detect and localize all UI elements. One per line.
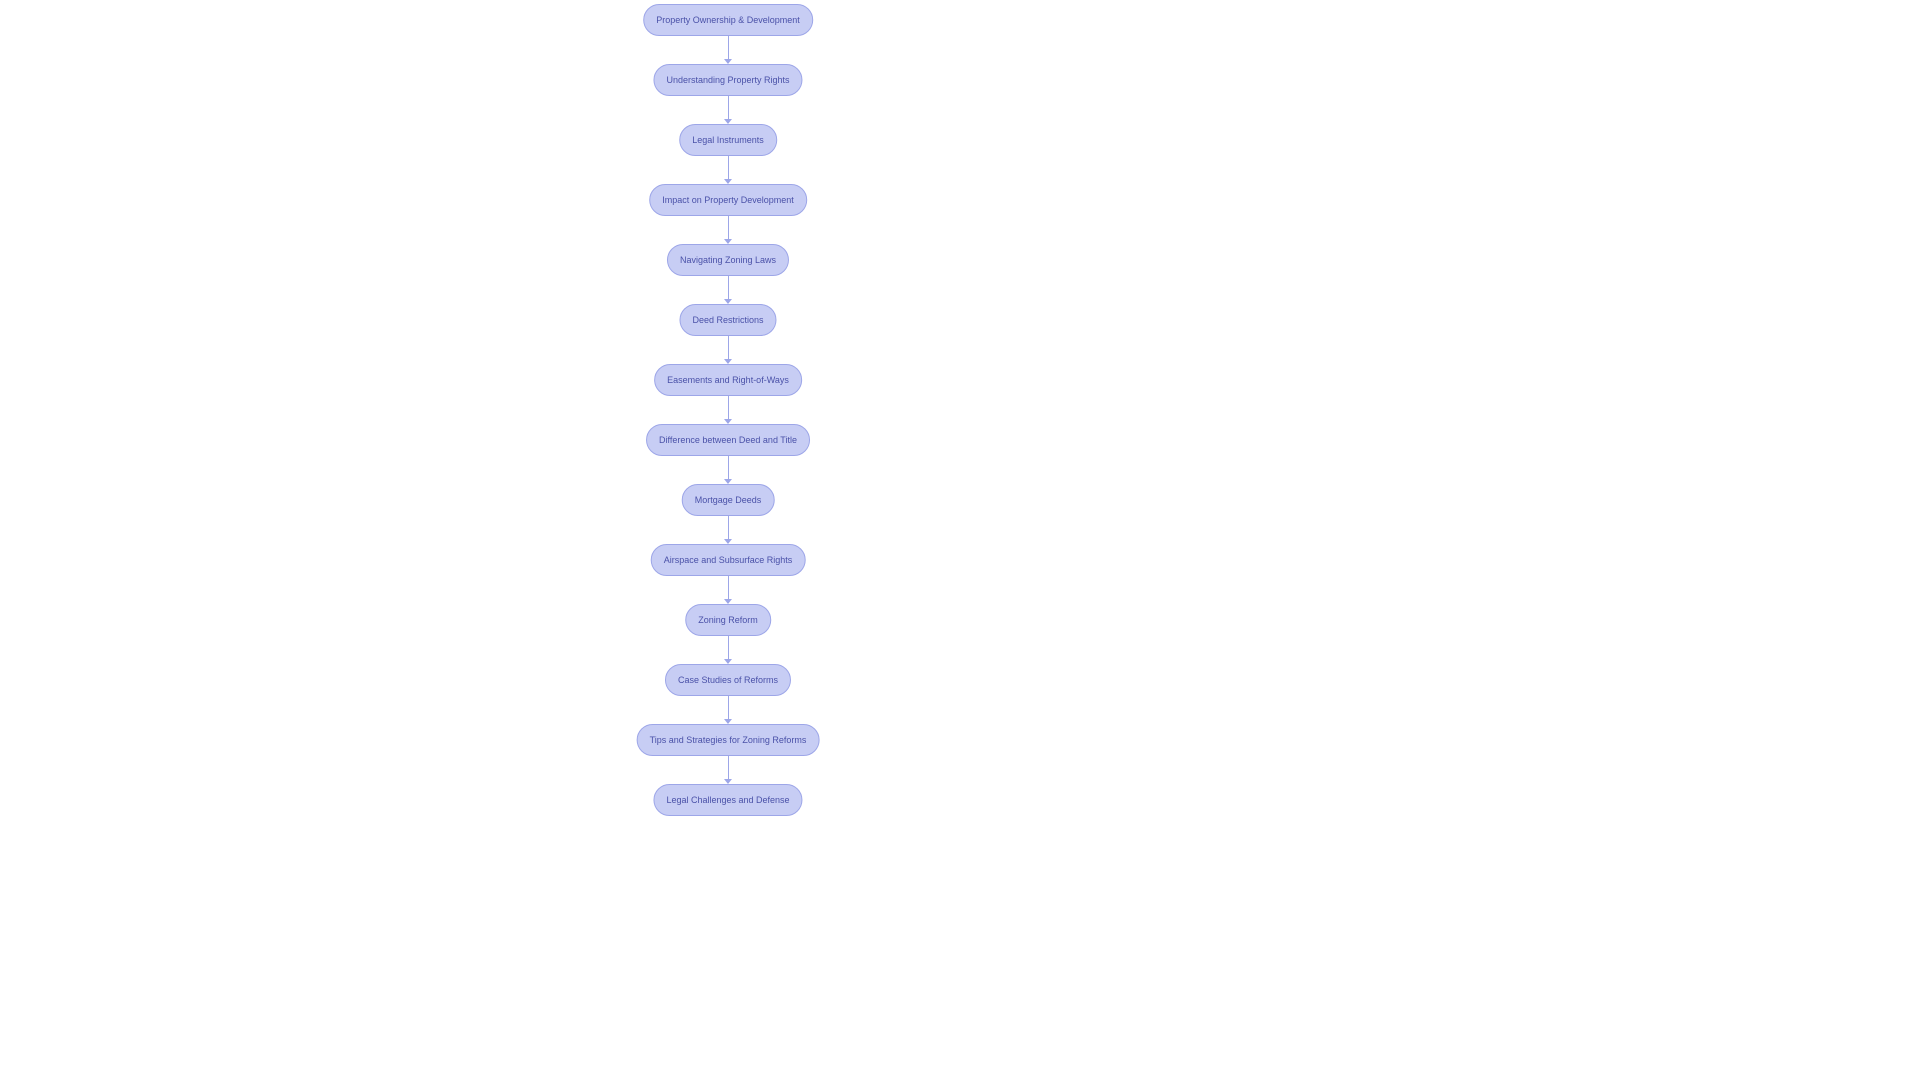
flowchart-edge — [724, 696, 732, 724]
flowchart-node: Case Studies of Reforms — [665, 664, 791, 696]
flowchart-node: Navigating Zoning Laws — [667, 244, 789, 276]
flowchart-node: Legal Challenges and Defense — [653, 784, 802, 816]
edge-line — [728, 96, 729, 119]
node-label: Tips and Strategies for Zoning Reforms — [650, 735, 807, 745]
edge-line — [728, 516, 729, 539]
edge-arrowhead — [724, 359, 732, 364]
flowchart-edge — [724, 456, 732, 484]
edge-line — [728, 756, 729, 779]
edge-line — [728, 36, 729, 59]
flowchart-edge — [724, 756, 732, 784]
edge-arrowhead — [724, 179, 732, 184]
node-label: Legal Instruments — [692, 135, 764, 145]
edge-line — [728, 636, 729, 659]
node-label: Mortgage Deeds — [695, 495, 762, 505]
edge-line — [728, 336, 729, 359]
flowchart-edge — [724, 96, 732, 124]
node-label: Difference between Deed and Title — [659, 435, 797, 445]
flowchart-canvas: Property Ownership & Development Understa… — [0, 0, 1920, 1080]
edge-arrowhead — [724, 599, 732, 604]
edge-line — [728, 216, 729, 239]
flowchart-node: Difference between Deed and Title — [646, 424, 810, 456]
node-label: Airspace and Subsurface Rights — [664, 555, 793, 565]
edge-arrowhead — [724, 779, 732, 784]
edge-line — [728, 456, 729, 479]
node-label: Easements and Right-of-Ways — [667, 375, 789, 385]
flowchart-node: Understanding Property Rights — [653, 64, 802, 96]
flowchart-edge — [724, 336, 732, 364]
flowchart-edge — [724, 276, 732, 304]
edge-line — [728, 696, 729, 719]
node-label: Understanding Property Rights — [666, 75, 789, 85]
flowchart-edge — [724, 36, 732, 64]
flowchart-edge — [724, 576, 732, 604]
flowchart-node: Legal Instruments — [679, 124, 777, 156]
edge-line — [728, 396, 729, 419]
flowchart-edge — [724, 636, 732, 664]
edge-arrowhead — [724, 59, 732, 64]
edge-arrowhead — [724, 479, 732, 484]
flowchart-node: Tips and Strategies for Zoning Reforms — [637, 724, 820, 756]
edge-arrowhead — [724, 719, 732, 724]
flowchart-node: Airspace and Subsurface Rights — [651, 544, 806, 576]
flowchart-node: Impact on Property Development — [649, 184, 807, 216]
edge-arrowhead — [724, 539, 732, 544]
edge-arrowhead — [724, 299, 732, 304]
node-label: Legal Challenges and Defense — [666, 795, 789, 805]
flowchart-node: Property Ownership & Development — [643, 4, 813, 36]
node-label: Navigating Zoning Laws — [680, 255, 776, 265]
flowchart-edge — [724, 396, 732, 424]
flowchart-node: Deed Restrictions — [679, 304, 776, 336]
flowchart-node: Mortgage Deeds — [682, 484, 775, 516]
edge-line — [728, 156, 729, 179]
node-label: Property Ownership & Development — [656, 15, 800, 25]
edge-arrowhead — [724, 119, 732, 124]
node-label: Impact on Property Development — [662, 195, 794, 205]
node-label: Case Studies of Reforms — [678, 675, 778, 685]
flowchart-edge — [724, 216, 732, 244]
edge-arrowhead — [724, 659, 732, 664]
flowchart-edge — [724, 516, 732, 544]
flowchart-edge — [724, 156, 732, 184]
edge-arrowhead — [724, 239, 732, 244]
flowchart-node: Zoning Reform — [685, 604, 771, 636]
node-label: Deed Restrictions — [692, 315, 763, 325]
flowchart-node: Easements and Right-of-Ways — [654, 364, 802, 396]
node-label: Zoning Reform — [698, 615, 758, 625]
edge-arrowhead — [724, 419, 732, 424]
edge-line — [728, 576, 729, 599]
edge-line — [728, 276, 729, 299]
